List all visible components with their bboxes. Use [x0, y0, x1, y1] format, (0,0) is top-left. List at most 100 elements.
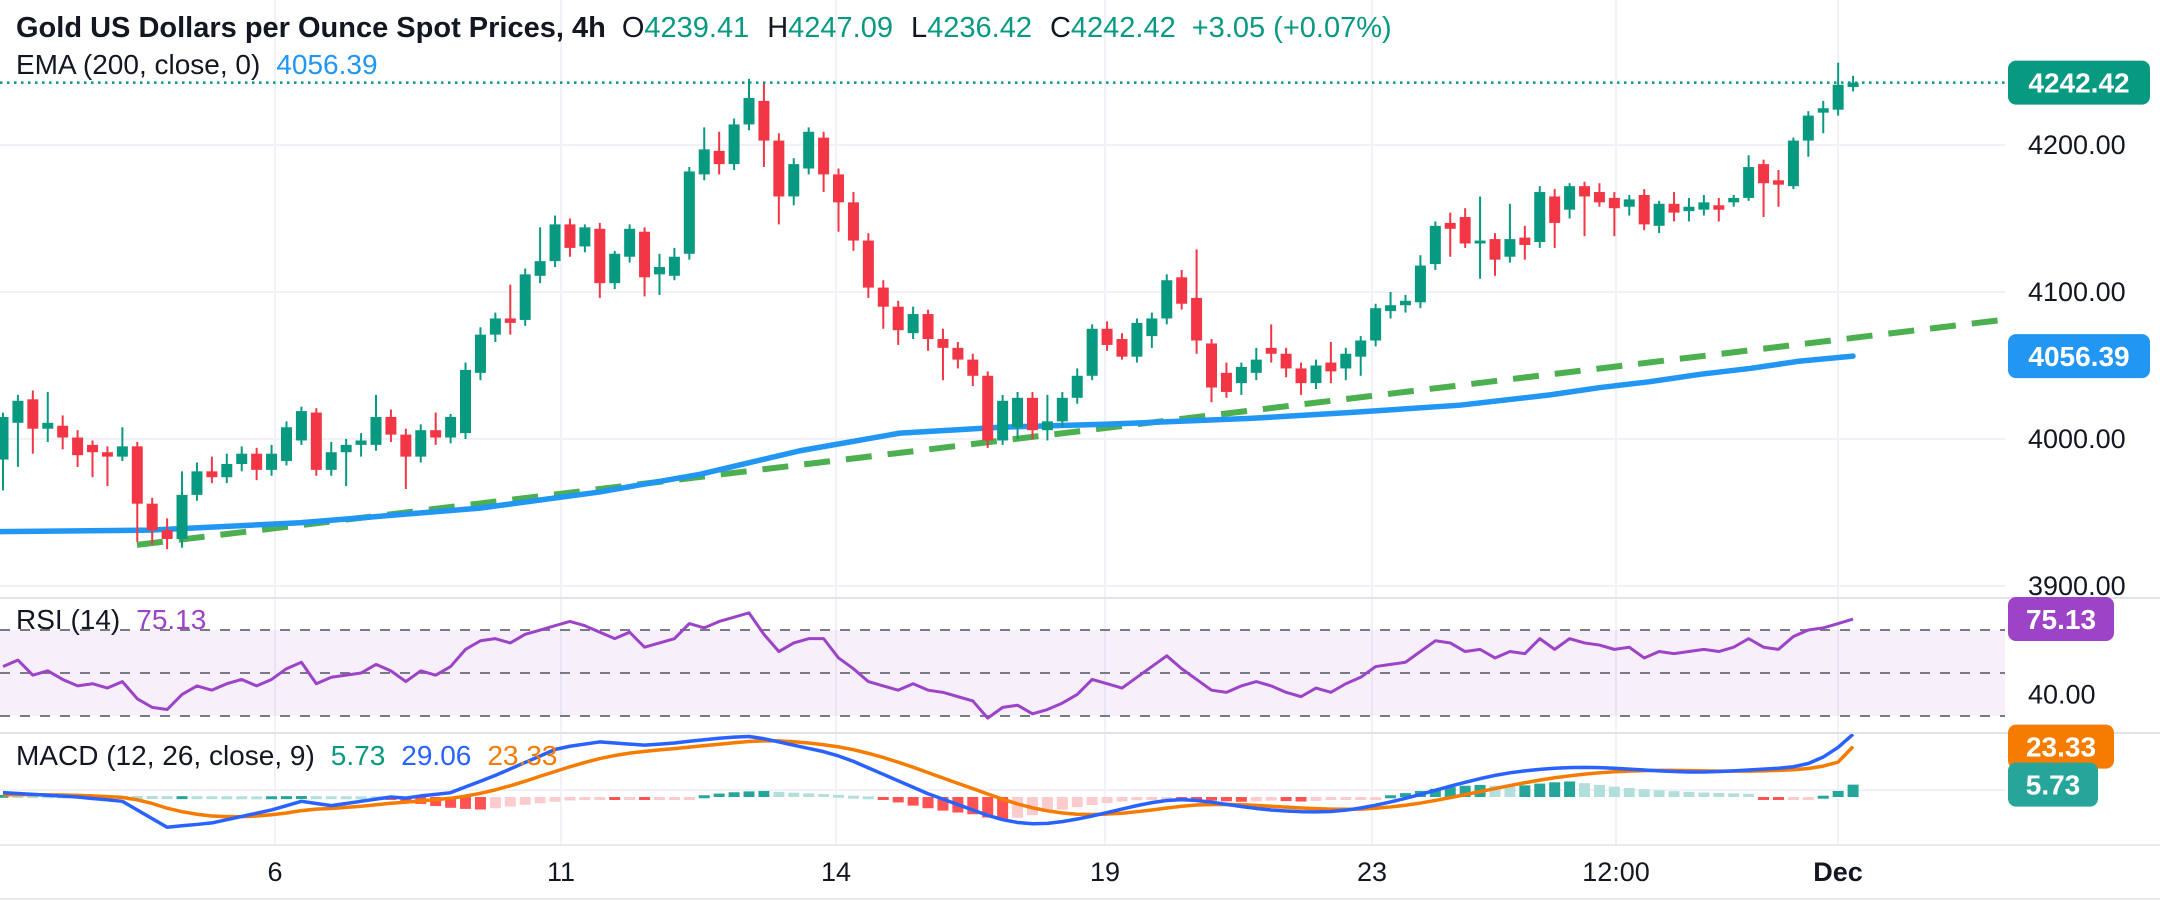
- candle-body: [1758, 164, 1770, 184]
- macd-hist-bar: [862, 796, 874, 800]
- candle-body: [1146, 318, 1158, 337]
- candle-body: [325, 452, 337, 470]
- time-label[interactable]: 19: [1090, 857, 1120, 887]
- macd-hist-bar: [460, 797, 472, 809]
- candle-body: [1459, 217, 1471, 244]
- macd-hist-bar: [1832, 790, 1844, 797]
- candle-body: [445, 416, 457, 438]
- macd-hist-bar: [683, 797, 695, 800]
- candle-body: [1579, 186, 1591, 197]
- candle-body: [385, 416, 397, 435]
- macd-hist-bar: [847, 795, 859, 799]
- time-label[interactable]: 14: [821, 857, 851, 887]
- candle-body: [1071, 375, 1083, 398]
- rsi-tick-label: 40.00: [2028, 679, 2096, 709]
- candle-body: [1728, 197, 1740, 203]
- macd-hist-bar: [1653, 790, 1665, 797]
- macd-hist-bar: [146, 796, 158, 800]
- macd-hist-bar: [1310, 797, 1322, 801]
- candle-body: [1012, 397, 1024, 428]
- macd-hist-bar: [668, 797, 680, 800]
- macd-hist-bar: [1056, 797, 1068, 810]
- candle-body: [1668, 203, 1680, 213]
- trendline[interactable]: [136, 316, 2003, 548]
- macd-hist-bar: [997, 797, 1009, 820]
- candle-body: [42, 422, 54, 429]
- macd-hist-bar: [1593, 784, 1605, 797]
- candle-body: [877, 287, 889, 307]
- candle-body: [221, 463, 233, 478]
- candle-body: [1653, 203, 1665, 226]
- macd-hist-bar: [818, 793, 830, 797]
- rsi-line[interactable]: [2, 611, 1854, 720]
- candle-body: [1564, 186, 1576, 210]
- candle-body: [713, 150, 725, 165]
- macd-hist-bar: [549, 797, 561, 802]
- macd-hist-bar: [609, 797, 621, 800]
- macd-hist-bar: [12, 795, 24, 799]
- candle-body: [773, 140, 785, 197]
- macd-hist-bar: [728, 792, 740, 797]
- candle-body: [549, 224, 561, 262]
- candle-body: [907, 314, 919, 334]
- macd-hist-bar: [430, 797, 442, 807]
- macd-hist-bar: [1265, 797, 1277, 801]
- macd-hist-bar: [967, 797, 979, 815]
- candle-body: [1340, 353, 1352, 369]
- macd-signal-line[interactable]: [2, 739, 1855, 819]
- price-tick-label: 4200.00: [2028, 130, 2126, 160]
- candle-body: [1713, 205, 1725, 210]
- price-tick-label: 4100.00: [2028, 277, 2126, 307]
- candle-body: [146, 503, 158, 531]
- macd-hist-bar: [1235, 797, 1247, 802]
- candle-body: [1176, 277, 1188, 304]
- rsi-badge: [2008, 597, 2114, 642]
- candle-body: [1116, 339, 1128, 357]
- candle-body: [922, 314, 934, 340]
- candle-body: [1593, 192, 1605, 203]
- macd-hist-bar: [236, 796, 248, 800]
- candle-body: [803, 131, 815, 169]
- macd-hist-bar: [355, 796, 367, 800]
- candle-body: [1802, 115, 1814, 141]
- candle-body: [1041, 421, 1053, 431]
- macd-hist-bar: [1504, 786, 1516, 797]
- time-label[interactable]: 6: [267, 857, 282, 887]
- candle-body: [1519, 237, 1531, 245]
- macd-hist-badge: [2008, 762, 2098, 807]
- macd-hist-bar: [579, 797, 591, 800]
- macd-hist-bar: [1623, 787, 1635, 797]
- ema-line[interactable]: [0, 353, 1856, 535]
- macd-hist-bar: [594, 797, 606, 800]
- macd-hist-bar: [1101, 797, 1113, 804]
- macd-hist-bar: [1086, 797, 1098, 805]
- candle-body: [1161, 280, 1173, 319]
- candle-body: [997, 400, 1009, 441]
- time-axis[interactable]: [0, 845, 2160, 901]
- macd-line[interactable]: [2, 732, 1855, 829]
- macd-hist-bar: [639, 797, 651, 800]
- candle-body: [1534, 192, 1546, 243]
- candle-body: [1638, 194, 1650, 225]
- time-label[interactable]: 11: [547, 857, 575, 887]
- macd-hist-bar: [624, 797, 636, 800]
- candle-body: [131, 446, 143, 504]
- candle-body: [1131, 322, 1143, 357]
- macd-hist-bar: [1728, 793, 1740, 797]
- time-label[interactable]: Dec: [1813, 857, 1863, 887]
- candle-body: [1056, 397, 1068, 422]
- last-price-badge: [2008, 60, 2150, 105]
- time-label[interactable]: 12:00: [1582, 857, 1650, 887]
- price-axis[interactable]: [2005, 0, 2160, 845]
- candle-body: [0, 416, 9, 460]
- candle-body: [579, 227, 591, 247]
- candle-body: [251, 453, 263, 470]
- macd-hist-bar: [1579, 783, 1591, 797]
- macd-hist-bar: [773, 791, 785, 797]
- macd-hist-bar: [1355, 797, 1367, 800]
- candle-body: [847, 202, 859, 241]
- time-label[interactable]: 23: [1357, 857, 1387, 887]
- macd-hist-bar: [1295, 797, 1307, 802]
